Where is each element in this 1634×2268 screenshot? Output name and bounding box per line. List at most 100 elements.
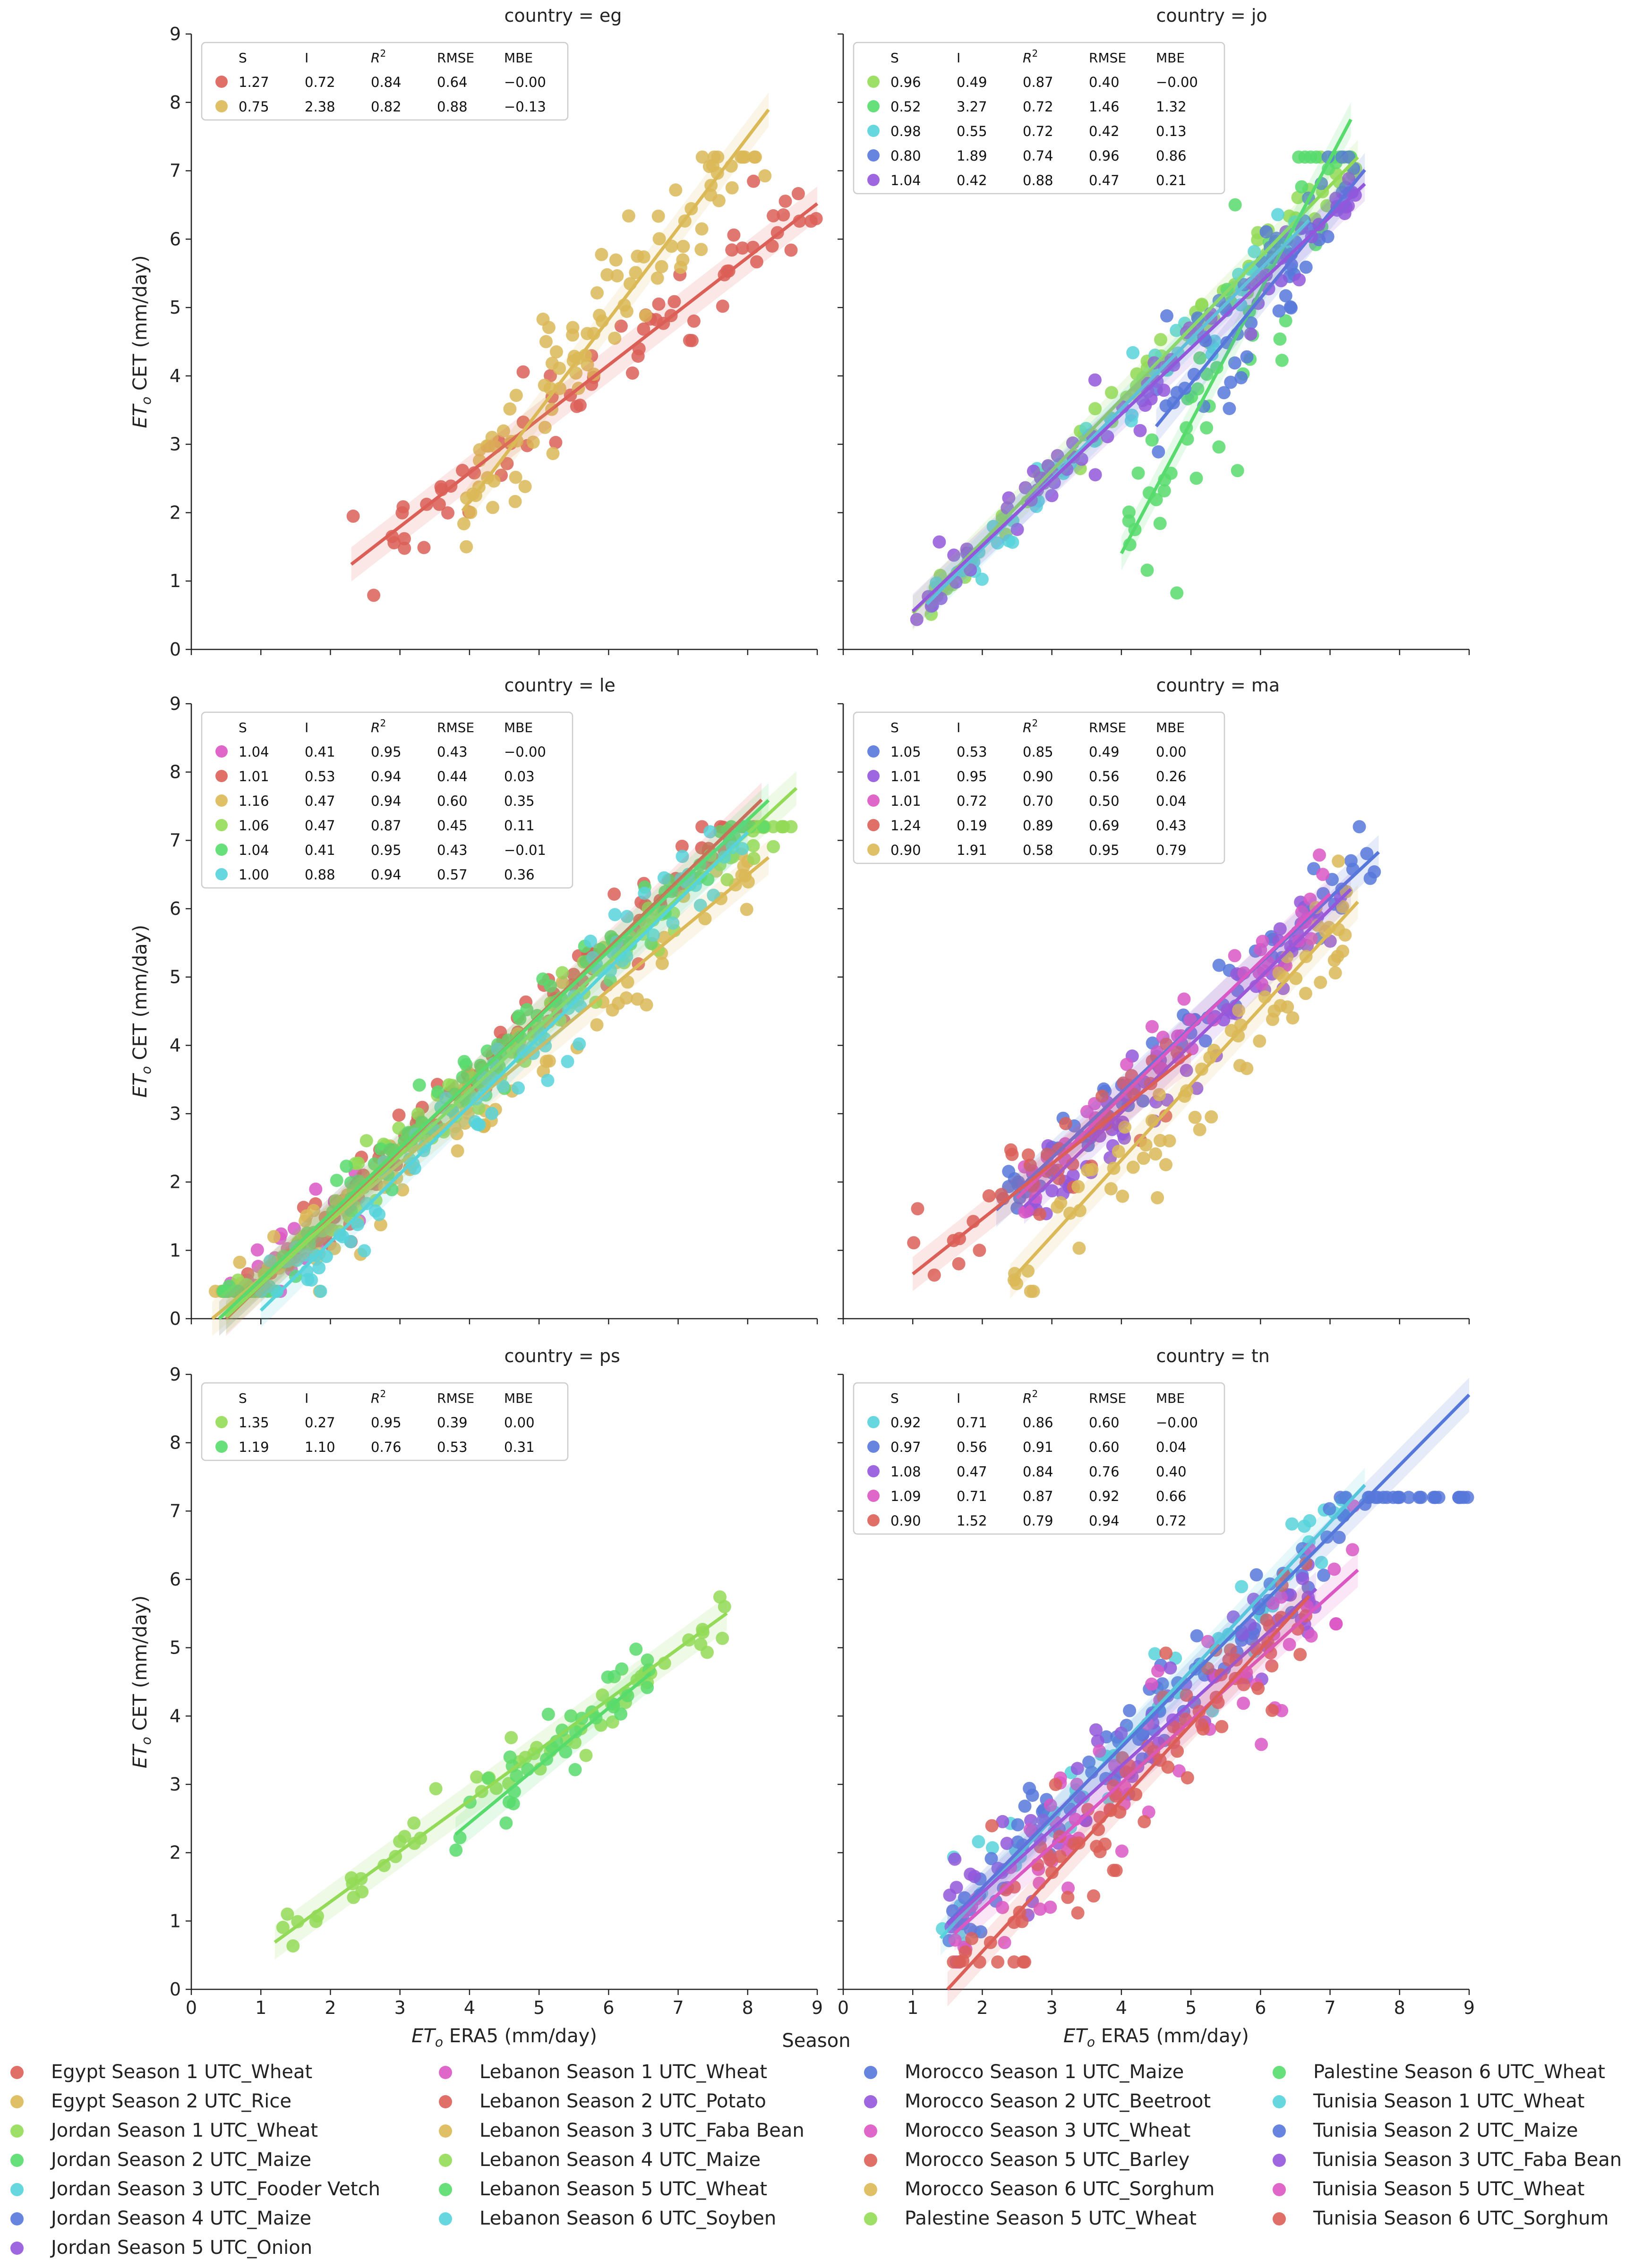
data-point [1274, 1590, 1288, 1604]
data-point [1107, 1864, 1121, 1877]
data-point [1153, 1088, 1166, 1101]
x-axis-label: ETo ERA5 (mm/day) [1063, 2025, 1249, 2050]
stats-value: 0.88 [437, 99, 468, 115]
legend-entry: Morocco Season 1 UTC_Maize [905, 2061, 1184, 2083]
panel-title: country = jo [1156, 5, 1267, 26]
stats-marker [215, 1441, 228, 1453]
stats-value: 0.80 [890, 148, 921, 164]
data-point [1336, 945, 1350, 958]
data-point [407, 1816, 421, 1830]
stats-value: 0.00 [504, 1415, 535, 1431]
stats-value: 0.90 [890, 842, 921, 858]
data-point [651, 209, 665, 223]
data-point [1346, 1543, 1360, 1557]
data-point [499, 1816, 513, 1830]
data-point [1328, 966, 1342, 980]
legend-marker [864, 2095, 877, 2108]
legend-marker [1273, 2154, 1286, 2167]
data-point [228, 1285, 241, 1298]
panel-tn: country = tn 0 1 2 3 4 5 6 7 8 9 ETo ERA5 (mm/day) S… [838, 1346, 1475, 2050]
x-tick-label: 7 [1324, 1997, 1335, 2018]
stats-value: 1.91 [957, 842, 987, 858]
data-point [638, 887, 651, 900]
data-point [358, 1244, 371, 1258]
data-point [1152, 445, 1165, 459]
data-point [1274, 999, 1287, 1013]
x-tick-label: 0 [838, 1997, 849, 2018]
data-point [1329, 1617, 1343, 1631]
data-point [1033, 1208, 1047, 1221]
data-point [1129, 1788, 1143, 1801]
data-point [641, 1653, 654, 1667]
legend-entry: Tunisia Season 1 UTC_Wheat [1313, 2090, 1584, 2112]
data-point [703, 825, 717, 839]
data-point [503, 402, 517, 416]
legend-marker [10, 2095, 24, 2108]
data-point [374, 1142, 388, 1156]
legend-marker [439, 2212, 452, 2225]
y-tick-label: 6 [170, 1569, 181, 1590]
stats-value: 0.31 [504, 1439, 535, 1455]
data-point [264, 1254, 277, 1268]
stats-value: 0.41 [305, 744, 335, 760]
regression-line [1023, 887, 1352, 1209]
y-tick-label: 5 [170, 297, 181, 318]
stats-value: 0.95 [371, 744, 402, 760]
stats-header: I [305, 1390, 308, 1406]
regression-lines [911, 102, 1366, 631]
legend-marker [864, 2066, 877, 2079]
data-point [1237, 1678, 1250, 1691]
data-point [1363, 871, 1377, 885]
stats-box: S I R2 RMSE MBE 1.27 0.72 0.84 0.64 −0.00 0.75 2.38… [201, 42, 569, 121]
data-point [559, 1745, 573, 1759]
stats-header: S [890, 1390, 899, 1406]
legend-entry: Lebanon Season 4 UTC_Maize [479, 2149, 761, 2171]
stats-value: 0.74 [1023, 148, 1053, 164]
data-point [991, 1955, 1005, 1969]
data-point [1154, 333, 1167, 347]
stats-header: I [305, 720, 308, 735]
data-point [1163, 1134, 1176, 1148]
data-point [1259, 225, 1273, 239]
data-point [549, 435, 563, 449]
x-tick-label: 6 [1255, 1997, 1266, 2018]
stats-value: 0.47 [1089, 172, 1120, 188]
data-point [374, 1218, 387, 1232]
stats-marker [867, 76, 880, 88]
data-point [1198, 1034, 1212, 1048]
data-point [631, 350, 645, 363]
stats-value: 0.27 [305, 1415, 335, 1431]
x-tick-label: 2 [976, 1997, 988, 2018]
stats-marker [867, 1441, 880, 1453]
data-point [1087, 1889, 1100, 1903]
stats-value: 0.50 [1089, 793, 1120, 809]
data-point [1136, 1094, 1150, 1108]
legend-entry: Morocco Season 6 UTC_Sorghum [905, 2178, 1215, 2200]
panels-group: country = eg 0 1 2 3 4 5 6 7 8 9 ETo CET (mm/day) S I… [129, 5, 1475, 2050]
data-point [1023, 1823, 1037, 1836]
stats-header: MBE [504, 50, 533, 66]
y-tick-label: 3 [170, 1103, 181, 1124]
stats-header: MBE [1156, 720, 1185, 735]
data-point [1223, 402, 1236, 415]
data-point [564, 1709, 578, 1723]
y-tick-label: 4 [170, 1035, 181, 1056]
data-point [457, 1055, 471, 1068]
data-point [340, 1160, 353, 1173]
data-point [250, 1243, 264, 1257]
data-point [412, 1078, 426, 1092]
data-point [1377, 1491, 1390, 1504]
data-point [276, 1920, 290, 1934]
data-point [301, 1273, 315, 1287]
stats-header: RMSE [437, 50, 474, 66]
data-point [985, 1819, 999, 1833]
stats-value: 0.95 [371, 1415, 402, 1431]
data-point [1320, 199, 1334, 213]
data-point [767, 840, 780, 853]
data-point [1212, 1632, 1225, 1646]
data-point [1101, 430, 1114, 443]
y-tick-label: 9 [170, 693, 181, 714]
y-tick-label: 7 [170, 161, 181, 181]
legend-marker [1273, 2124, 1286, 2138]
data-point [1018, 481, 1032, 495]
